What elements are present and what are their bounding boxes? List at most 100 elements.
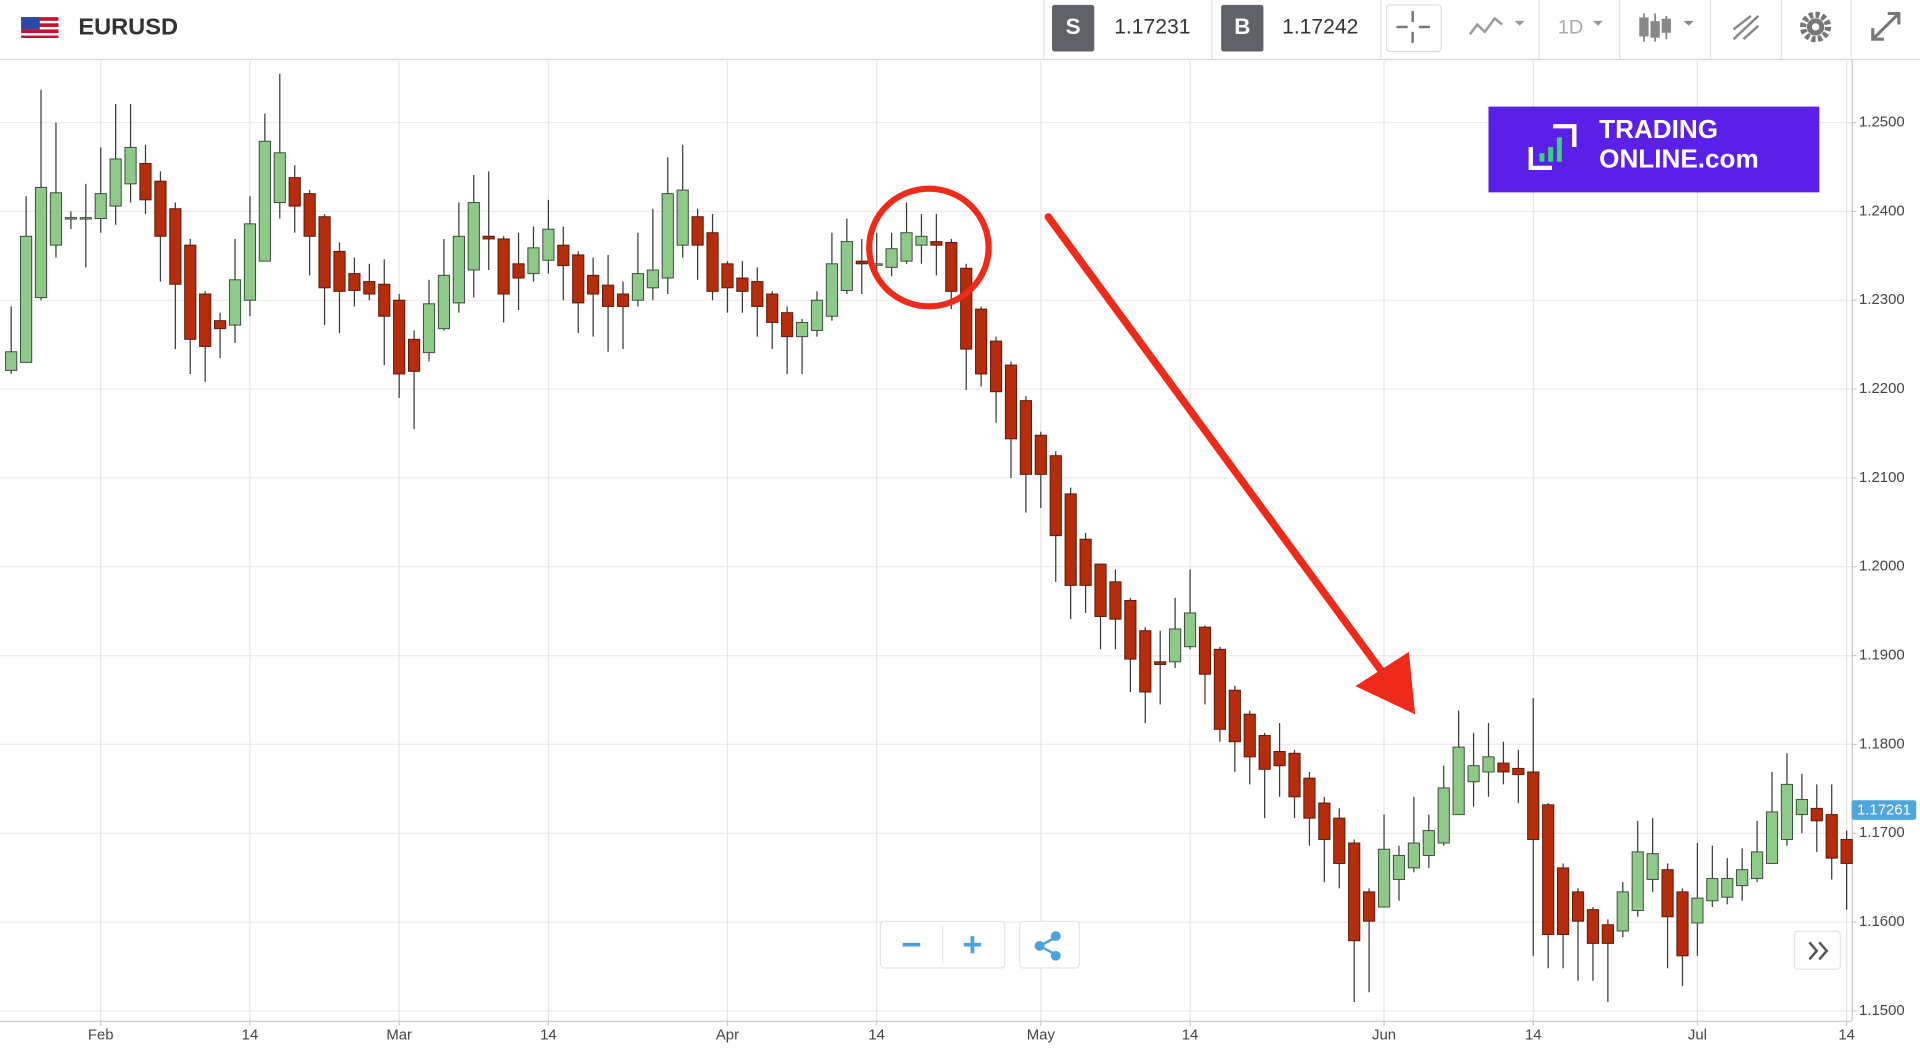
candle-body-down — [1810, 807, 1823, 822]
candle-body-down — [303, 193, 316, 237]
candle-body-down — [1288, 752, 1301, 798]
toolbar — [0, 0, 1920, 59]
candle-body-up — [915, 235, 928, 246]
buy-label[interactable]: B — [1234, 14, 1250, 39]
zoom-in-button[interactable] — [963, 936, 982, 954]
scroll-right-button[interactable] — [1793, 930, 1842, 970]
chart-type-button[interactable] — [1468, 16, 1525, 36]
highlight-circle — [866, 185, 992, 310]
sell-button[interactable] — [1052, 4, 1095, 52]
x-tick-label: 14 — [1525, 1027, 1542, 1043]
candle-body-down — [1348, 842, 1361, 942]
candles-button[interactable] — [1639, 13, 1694, 42]
y-tick-label: 1.1500 — [1859, 1003, 1905, 1019]
candle-body-up — [94, 193, 107, 219]
candle-body-down — [1333, 817, 1346, 864]
candle-body-up — [646, 269, 659, 289]
candle-body-down — [1318, 802, 1331, 840]
candle-body-down — [482, 235, 495, 240]
x-tick-label: Feb — [88, 1027, 114, 1043]
candle-body-up — [79, 217, 92, 220]
candle-body-up — [1721, 878, 1734, 898]
x-tick-label: 14 — [1182, 1027, 1199, 1043]
fullscreen-button[interactable] — [1871, 11, 1901, 41]
candle-body-down — [1601, 924, 1614, 944]
candle-body-up — [1482, 756, 1495, 773]
symbol[interactable]: EURUSD — [78, 13, 178, 39]
candle-body-down — [945, 242, 958, 292]
watermark-line2: ONLINE.com — [1599, 145, 1759, 173]
buy-button[interactable] — [1221, 4, 1264, 52]
last-price-label: 1.17261 — [1857, 803, 1911, 819]
candle-body-up — [900, 232, 913, 262]
candle-body-up — [885, 248, 898, 268]
candle-body-up — [795, 321, 809, 338]
candle-body-down — [199, 293, 212, 347]
candle-body-up — [34, 186, 48, 299]
x-tick-label: Jul — [1688, 1027, 1707, 1043]
candle-body-down — [378, 283, 391, 317]
candle-body-down — [1512, 767, 1525, 776]
candle-body-up — [542, 228, 555, 261]
candle-body-down — [930, 241, 943, 246]
candle-body-down — [1228, 689, 1241, 743]
interval[interactable]: 1D — [1558, 16, 1583, 38]
candle-body-down — [1049, 455, 1062, 537]
candle-body-down — [1363, 891, 1376, 922]
candle-body-down — [348, 273, 361, 291]
candle-body-down — [393, 299, 406, 375]
y-tick-label: 1.1800 — [1859, 736, 1905, 752]
candle-body-down — [512, 263, 525, 279]
y-tick-label: 1.2100 — [1859, 470, 1905, 486]
candle-body-down — [1303, 777, 1316, 819]
x-tick-label: Apr — [716, 1027, 739, 1043]
settings-button[interactable] — [1799, 11, 1832, 43]
sell-label[interactable]: S — [1066, 14, 1081, 39]
dropdown-caret[interactable] — [1592, 20, 1603, 26]
x-tick-label: Jun — [1372, 1027, 1396, 1043]
buy-price[interactable]: 1.17242 — [1282, 16, 1358, 39]
candle-body-down — [139, 162, 152, 201]
candle-body-down — [1557, 867, 1570, 936]
candle-body-up — [1691, 897, 1704, 924]
y-tick-label: 1.2300 — [1859, 292, 1905, 308]
candle-body-up — [1467, 765, 1480, 783]
candle-body-down — [975, 308, 988, 375]
candle-body-up — [273, 152, 286, 204]
candle-body-up — [64, 217, 77, 220]
candle-body-down — [572, 254, 585, 304]
x-tick-label: 14 — [242, 1027, 259, 1043]
share-button[interactable] — [1019, 920, 1080, 969]
candle-body-up — [1183, 612, 1197, 648]
x-tick-label: 14 — [1838, 1027, 1855, 1043]
candle-body-up — [1377, 848, 1391, 908]
flag-icon — [21, 17, 59, 38]
candle-body-up — [1765, 811, 1779, 864]
candle-body-down — [1258, 735, 1271, 770]
candle-body-down — [214, 320, 227, 330]
y-tick-label: 1.1900 — [1859, 648, 1905, 664]
candle-body-down — [1825, 814, 1838, 859]
candle-body-down — [1064, 493, 1077, 586]
candle-body-up — [840, 241, 853, 291]
candle-body-up — [1452, 746, 1465, 816]
candle-body-up — [1706, 878, 1719, 902]
sell-price[interactable]: 1.17231 — [1114, 16, 1190, 39]
candle-body-down — [691, 216, 704, 246]
candle-body-down — [1154, 661, 1167, 665]
candle-body-down — [766, 293, 779, 323]
draw-button[interactable] — [1732, 14, 1760, 41]
candle-body-down — [318, 216, 331, 289]
crosshair-button[interactable] — [1385, 4, 1442, 53]
candle-body-down — [1676, 891, 1689, 957]
candle-body-up — [1751, 851, 1764, 880]
candle-body-up — [1422, 830, 1435, 856]
candle-body-up — [109, 158, 122, 207]
candle-body-down — [751, 281, 764, 307]
candle-body-down — [1571, 891, 1585, 922]
candle-body-down — [1198, 626, 1212, 675]
x-tick-label: 14 — [868, 1027, 885, 1043]
